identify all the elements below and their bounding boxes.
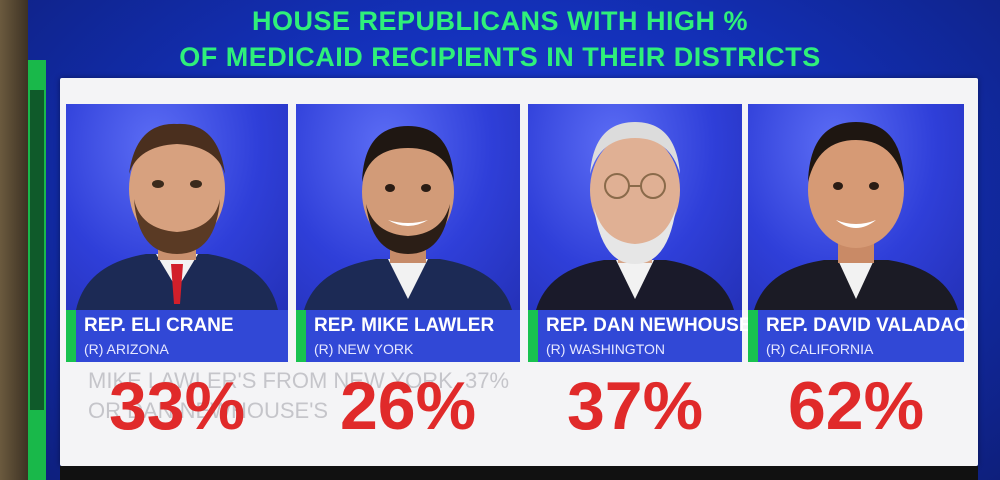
person-portrait-icon (76, 123, 278, 310)
rep-name: REP. MIKE LAWLER (314, 315, 495, 336)
rep-nameplate: REP. ELI CRANE (R) ARIZONA (66, 310, 288, 362)
rep-photo (296, 104, 520, 310)
person-portrait-icon (754, 122, 958, 310)
tv-bezel (0, 0, 30, 480)
rep-percent: 62% (787, 368, 925, 444)
rep-name: REP. ELI CRANE (84, 315, 234, 336)
rep-nameplate: REP. DAN NEWHOUSE (R) WASHINGTON (528, 310, 752, 362)
person-portrait-icon (304, 126, 512, 310)
rep-party-state: (R) ARIZONA (84, 341, 169, 357)
rep-photo (66, 104, 288, 310)
nameplate-accent (66, 310, 76, 362)
rep-party-state: (R) CALIFORNIA (766, 341, 874, 357)
person-portrait-icon (536, 122, 734, 310)
nameplate-accent (748, 310, 758, 362)
rep-percent: 33% (108, 368, 246, 444)
rep-nameplate: REP. MIKE LAWLER (R) NEW YORK (296, 310, 520, 362)
nameplate-accent (528, 310, 538, 362)
headline-line-2: OF MEDICAID RECIPIENTS IN THEIR DISTRICT… (179, 42, 821, 72)
rep-name: REP. DAVID VALADAO (766, 315, 969, 336)
rep-party-state: (R) NEW YORK (314, 341, 414, 357)
rep-card-newhouse: REP. DAN NEWHOUSE (R) WASHINGTON (528, 104, 752, 362)
ghost-caption-line-2: OR DAN NEWHOUSE'S (88, 398, 329, 423)
rep-percent: 26% (339, 368, 477, 444)
rep-photo (528, 104, 742, 310)
rep-photo (748, 104, 964, 310)
rep-card-valadao: REP. DAVID VALADAO (R) CALIFORNIA (748, 104, 969, 362)
rep-name: REP. DAN NEWHOUSE (546, 315, 752, 336)
ghost-caption-line-1: MIKE LAWLER'S FROM NEW YORK, 37% (88, 368, 510, 393)
side-accent-inner (30, 90, 44, 410)
lower-third-bar (60, 466, 978, 480)
headline-line-1: HOUSE REPUBLICANS WITH HIGH % (251, 6, 749, 36)
rep-party-state: (R) WASHINGTON (546, 341, 665, 357)
rep-card-lawler: REP. MIKE LAWLER (R) NEW YORK (296, 104, 520, 362)
rep-nameplate: REP. DAVID VALADAO (R) CALIFORNIA (748, 310, 969, 362)
nameplate-accent (296, 310, 306, 362)
rep-percent: 37% (566, 368, 704, 444)
rep-card-crane: REP. ELI CRANE (R) ARIZONA (66, 104, 288, 362)
